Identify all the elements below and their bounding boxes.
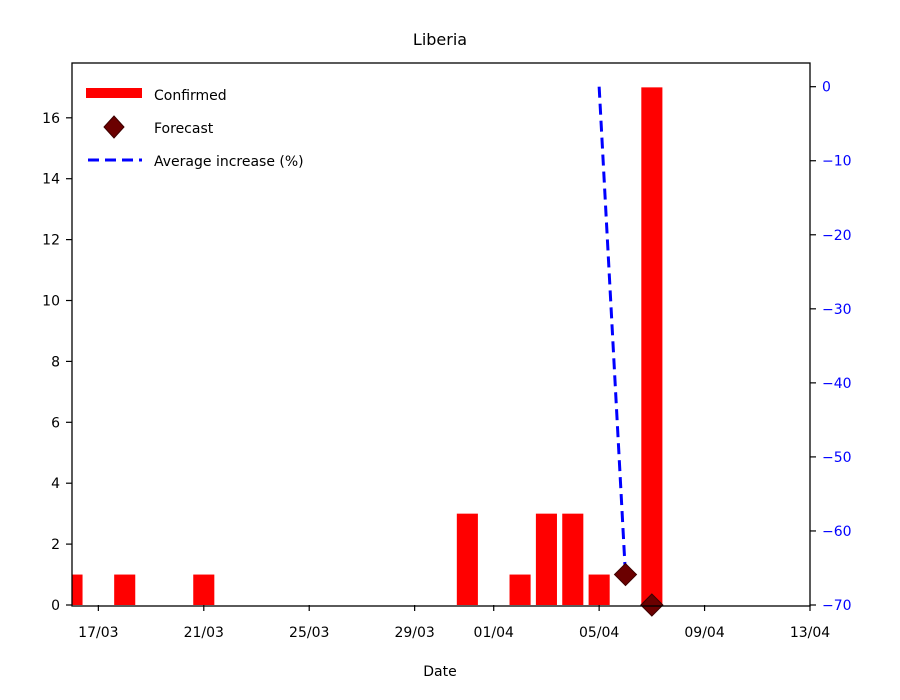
y-tick-label: 6 (51, 415, 60, 431)
y-tick-label: 16 (42, 111, 60, 127)
forecast-markers (613, 562, 664, 617)
legend-label-confirmed: Confirmed (154, 88, 227, 104)
bar-confirmed-2020-04-04 (562, 513, 584, 605)
point-forecast-2020-04-07 (640, 593, 664, 617)
y2-tick-label: −70 (822, 598, 852, 614)
bar-confirmed-2020-04-05 (588, 574, 610, 605)
x-tick-label: 29/03 (394, 625, 434, 641)
x-tick-label: 25/03 (289, 625, 329, 641)
x-tick-label: 21/03 (184, 625, 224, 641)
y-tick-label: 4 (51, 476, 60, 492)
x-tick-label: 05/04 (579, 625, 619, 641)
y2-tick-label: −60 (822, 524, 852, 540)
y2-tick-label: −30 (822, 302, 852, 318)
x-tick-label: 09/04 (684, 625, 724, 641)
y-tick-label: 0 (51, 598, 60, 614)
y2-tick-label: −50 (822, 450, 852, 466)
y-axis-left: 0 2 4 6 8 10 12 14 16 (42, 111, 72, 614)
y-tick-label: 12 (42, 233, 60, 249)
point-forecast-2020-04-06 (613, 562, 638, 587)
y-tick-label: 10 (42, 294, 60, 310)
y2-tick-label: −10 (822, 154, 852, 170)
y-tick-label: 2 (51, 537, 60, 553)
bar-confirmed-2020-03-21 (193, 574, 215, 605)
legend-label-forecast: Forecast (154, 121, 214, 137)
y2-tick-label: −20 (822, 228, 852, 244)
x-axis: 17/03 21/03 25/03 29/03 01/04 05/04 09/04 13/04 (78, 605, 830, 641)
y-tick-label: 14 (42, 172, 60, 188)
bar-confirmed-2020-03-18 (114, 574, 136, 605)
bar-confirmed-2020-04-02 (509, 574, 531, 605)
bar-confirmed-2020-03-16 (72, 574, 83, 605)
x-axis-label: Date (423, 664, 456, 680)
y2-tick-label: −40 (822, 376, 852, 392)
legend-swatch-forecast (103, 115, 125, 139)
confirmed-bars (72, 87, 663, 605)
y2-tick-label: 0 (822, 80, 831, 96)
bar-confirmed-2020-04-07 (641, 87, 663, 605)
plot-area-frame (71, 62, 811, 607)
legend-item-average-increase: Average increase (%) (88, 154, 304, 170)
x-tick-label: 13/04 (790, 625, 830, 641)
legend-item-forecast: Forecast (103, 115, 214, 139)
bar-confirmed-2020-04-03 (535, 513, 557, 605)
x-tick-label: 17/03 (78, 625, 118, 641)
y-axis-right: 0 −10 −20 −30 −40 −50 −60 −70 (810, 80, 852, 614)
chart-title: Liberia (413, 30, 467, 49)
legend-swatch-confirmed (86, 88, 142, 98)
average-increase-line (597, 86, 627, 576)
bar-confirmed-2020-03-31 (456, 513, 478, 605)
x-tick-label: 01/04 (474, 625, 514, 641)
legend-item-confirmed: Confirmed (86, 88, 227, 104)
line-average-increase (597, 86, 627, 576)
y-tick-label: 8 (51, 354, 60, 370)
legend-label-average-increase: Average increase (%) (154, 154, 304, 170)
legend: Confirmed Forecast Average increase (%) (86, 88, 304, 170)
